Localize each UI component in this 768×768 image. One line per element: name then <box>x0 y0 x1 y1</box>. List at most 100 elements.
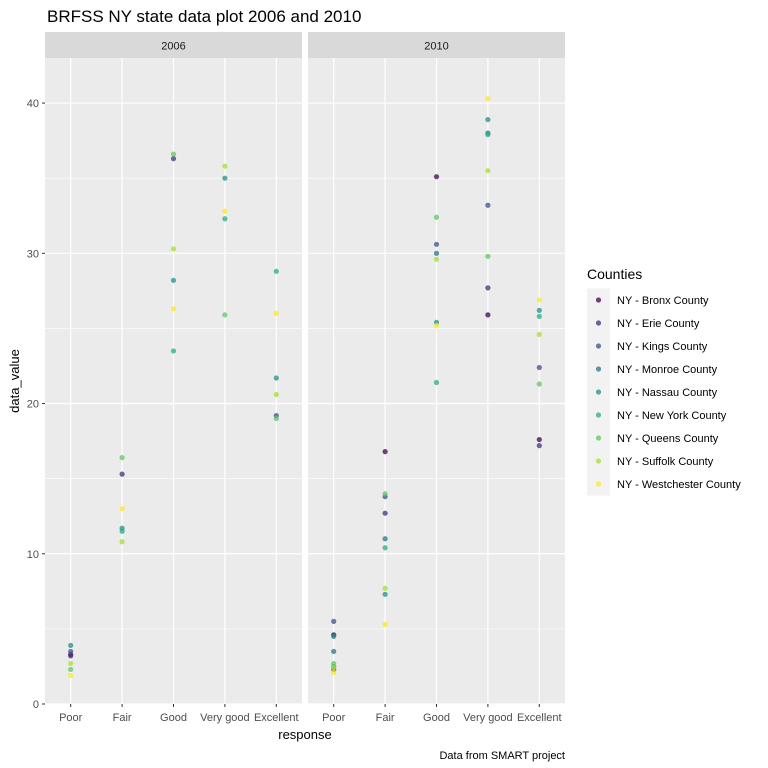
y-tick-label: 40 <box>27 98 39 110</box>
x-tick-label-good: Good <box>423 712 450 724</box>
panel-2010: 2010 <box>308 32 565 705</box>
point-2006-good-westchester-county <box>170 306 177 312</box>
point-2010-good-new-york-county <box>433 379 440 386</box>
x-tick-label-very-good: Very good <box>200 712 250 724</box>
point-2006-poor-erie-county <box>68 653 74 659</box>
point-2006-poor-queens-county <box>68 666 74 673</box>
point-2010-excellent-nassau-county <box>536 307 542 313</box>
y-tick-label: 20 <box>27 399 39 411</box>
x-tick-label-excellent: Excellent <box>517 712 562 724</box>
point-2006-very-good-suffolk-county <box>222 163 228 169</box>
x-tick-label-excellent: Excellent <box>254 712 299 724</box>
point-2010-excellent-suffolk-county <box>536 331 542 338</box>
legend-label-suffolk-county: NY - Suffolk County <box>617 456 714 468</box>
point-2010-very-good-nassau-county <box>485 116 491 123</box>
y-tick-label: 0 <box>33 699 39 711</box>
legend-label-new-york-county: NY - New York County <box>617 410 727 422</box>
point-2010-very-good-queens-county <box>485 253 491 259</box>
point-2006-fair-suffolk-county <box>119 539 125 545</box>
panel-2006-strip-label: 2006 <box>161 41 185 53</box>
point-2006-good-suffolk-county <box>170 246 177 252</box>
x-tick-label-fair: Fair <box>113 712 132 724</box>
point-2010-fair-queens-county <box>382 491 388 497</box>
point-2006-excellent-suffolk-county <box>273 391 279 398</box>
point-2006-good-queens-county <box>170 151 177 157</box>
point-2010-fair-new-york-county <box>382 545 388 551</box>
point-2006-fair-westchester-county <box>119 506 125 512</box>
caption: Data from SMART project <box>439 750 565 762</box>
panel-2010-strip-label: 2010 <box>424 41 448 53</box>
x-axis-title: response <box>278 727 331 742</box>
point-2010-good-suffolk-county <box>433 256 440 262</box>
y-axis: 0 10 20 30 40 <box>27 98 45 711</box>
point-2010-fair-westchester-county <box>382 621 388 627</box>
x-tick-label-very-good: Very good <box>463 712 513 724</box>
point-2010-poor-nassau-county <box>331 633 337 639</box>
chart-title: BRFSS NY state data plot 2006 and 2010 <box>47 7 361 26</box>
legend-key-nassau-county <box>595 389 602 395</box>
point-2006-excellent-westchester-county <box>273 310 279 316</box>
point-2006-excellent-nassau-county <box>273 375 279 381</box>
panel-2006-strip <box>45 32 302 58</box>
point-2006-excellent-new-york-county <box>273 268 279 274</box>
panel-2010-points <box>331 95 542 676</box>
legend-label-queens-county: NY - Queens County <box>617 433 719 445</box>
legend-key-queens-county <box>595 435 602 441</box>
point-2006-very-good-nassau-county <box>222 175 228 181</box>
point-2006-fair-new-york-county <box>119 528 125 534</box>
point-2010-good-monroe-county <box>433 250 440 256</box>
point-2010-fair-suffolk-county <box>382 585 388 591</box>
point-2010-poor-kings-county <box>331 618 337 624</box>
point-2010-poor-monroe-county <box>331 648 337 655</box>
point-2010-excellent-bronx-county <box>536 436 542 443</box>
point-2006-poor-westchester-county <box>68 672 74 679</box>
point-2010-very-good-new-york-county <box>485 132 491 138</box>
point-2010-fair-monroe-county <box>382 536 388 542</box>
point-2010-poor-suffolk-county <box>331 665 337 671</box>
x-axis: Poor Fair Good Very good Excellent Poor Fair Go… <box>59 704 562 724</box>
point-2010-very-good-kings-county <box>485 202 491 208</box>
point-2006-poor-nassau-county <box>68 642 74 649</box>
legend: Counties NY - Bronx County NY - Erie Coun… <box>587 266 741 496</box>
x-tick-label-good: Good <box>160 712 187 724</box>
point-2010-very-good-bronx-county <box>485 312 491 318</box>
point-2010-excellent-new-york-county <box>536 313 542 319</box>
point-2010-very-good-suffolk-county <box>485 168 491 174</box>
panel-2006: 2006 <box>45 32 302 705</box>
point-2010-fair-erie-county <box>382 510 388 516</box>
point-2006-good-new-york-county <box>170 348 177 354</box>
point-2006-fair-queens-county <box>119 455 125 461</box>
point-2006-fair-erie-county <box>119 471 125 477</box>
point-2006-excellent-queens-county <box>273 415 279 422</box>
point-2006-poor-kings-county <box>68 648 74 655</box>
point-2010-good-queens-county <box>433 214 440 220</box>
legend-key-monroe-county <box>595 366 602 372</box>
point-2010-excellent-queens-county <box>536 381 542 387</box>
point-2006-very-good-new-york-county <box>222 216 228 222</box>
point-2010-excellent-kings-county <box>536 364 542 371</box>
point-2010-fair-nassau-county <box>382 591 388 597</box>
y-tick-label: 30 <box>27 248 39 260</box>
point-2010-good-westchester-county <box>433 322 440 329</box>
x-tick-label-fair: Fair <box>376 712 395 724</box>
point-2010-very-good-westchester-county <box>485 95 491 102</box>
x-tick-label-poor: Poor <box>322 712 346 724</box>
point-2010-good-bronx-county <box>433 174 440 180</box>
point-2006-poor-suffolk-county <box>68 660 74 667</box>
legend-key-erie-county <box>595 320 602 326</box>
point-2006-good-nassau-county <box>170 277 177 283</box>
legend-key-westchester-county <box>595 481 602 487</box>
point-2010-very-good-erie-county <box>485 285 491 291</box>
y-tick-label: 10 <box>27 549 39 561</box>
panel-2010-strip <box>308 32 565 58</box>
point-2010-poor-queens-county <box>331 660 337 667</box>
legend-label-monroe-county: NY - Monroe County <box>617 364 718 376</box>
point-2006-very-good-queens-county <box>222 312 228 318</box>
point-2006-very-good-westchester-county <box>222 208 228 214</box>
legend-key-bronx-county <box>595 297 602 303</box>
legend-label-westchester-county: NY - Westchester County <box>617 479 741 491</box>
point-2006-good-erie-county <box>170 156 177 162</box>
y-axis-title: data_value <box>7 349 22 413</box>
panel-2006-points <box>68 151 279 679</box>
